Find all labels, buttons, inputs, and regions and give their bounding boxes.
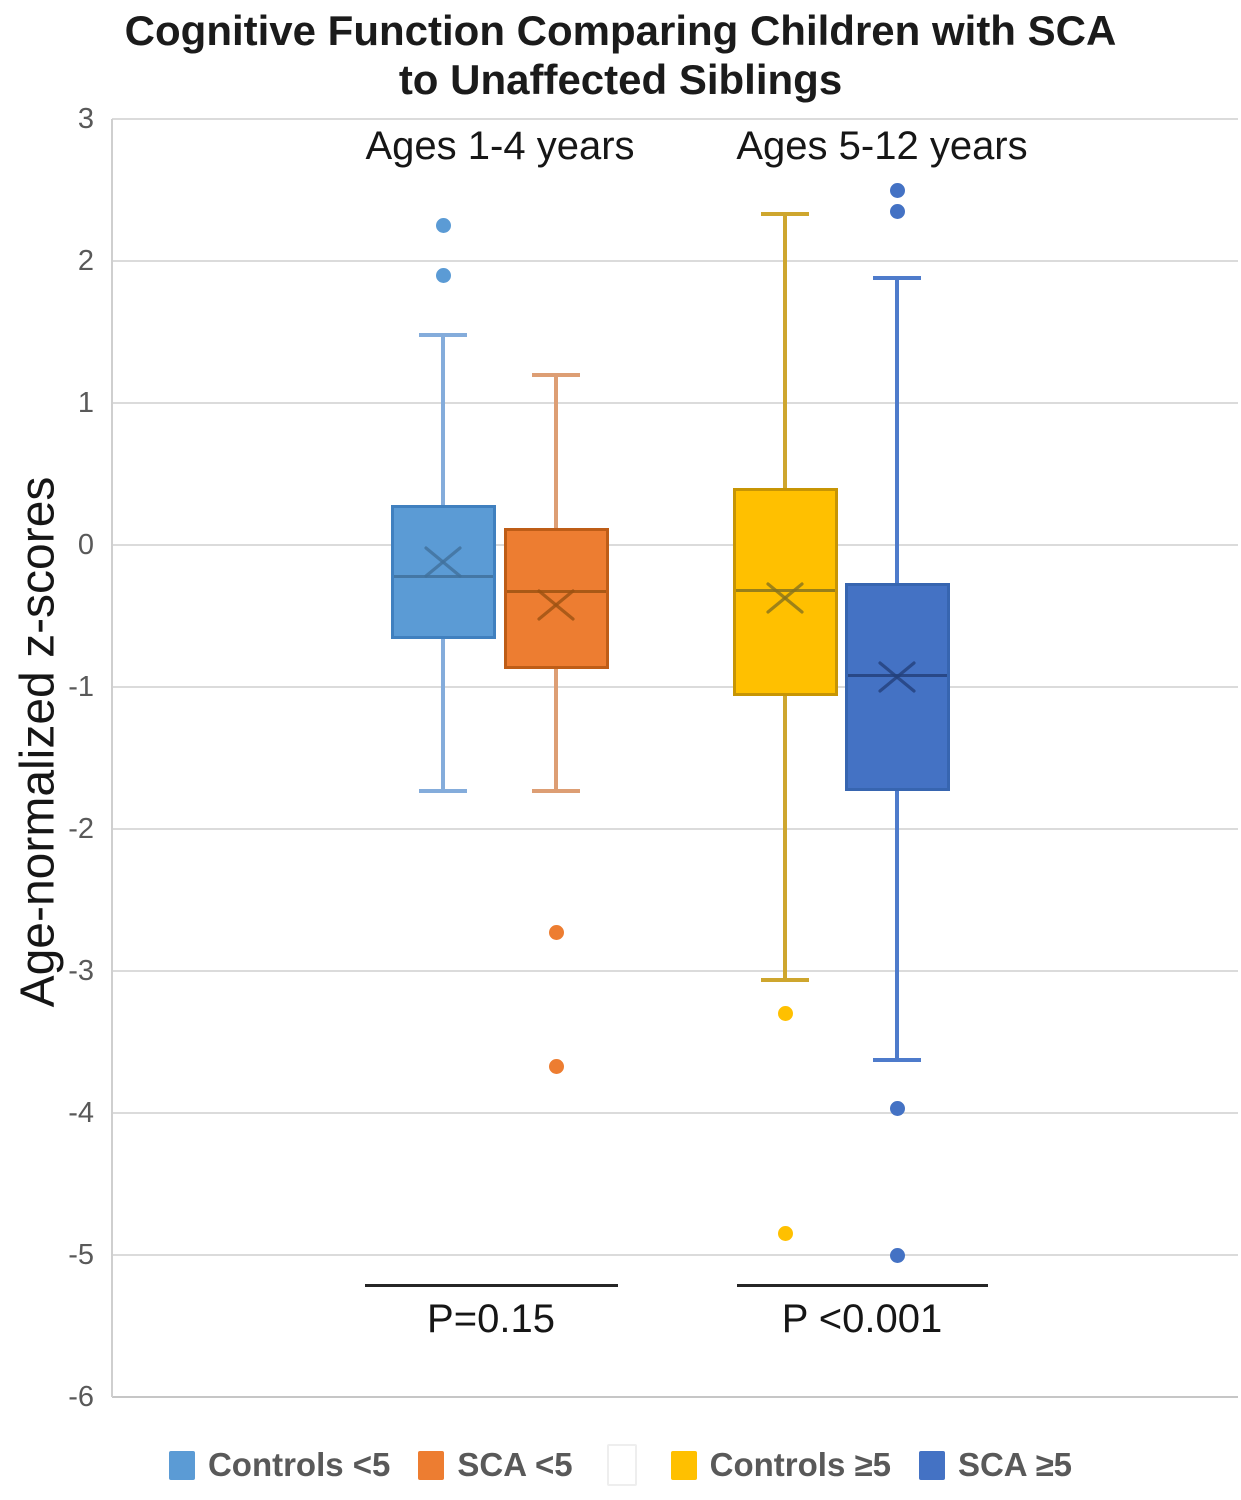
gridline — [112, 686, 1238, 688]
legend-separator — [606, 1444, 637, 1486]
median-line — [506, 590, 606, 594]
gridline — [112, 118, 1238, 120]
legend-swatch-controls-lt5-icon — [168, 1450, 195, 1480]
outlier-dot — [435, 267, 451, 283]
whisker-line — [554, 374, 558, 528]
pvalue-bracket-group2 — [737, 1284, 988, 1287]
legend-item-controls-lt5: Controls <5 — [168, 1446, 391, 1484]
whisker-line — [783, 214, 787, 489]
legend-swatch-sca-lt5-icon — [418, 1450, 445, 1480]
legend-label-sca-lt5: SCA <5 — [457, 1446, 573, 1483]
y-tick-label: -6 — [68, 1381, 94, 1413]
y-tick-label: -1 — [68, 671, 94, 703]
group-label-ages-1-4: Ages 1-4 years — [365, 124, 635, 168]
legend-swatch-controls-ge5-icon — [670, 1450, 697, 1480]
box — [390, 505, 496, 639]
y-tick-label: 1 — [77, 387, 94, 419]
gridline — [112, 828, 1238, 830]
whisker-line — [895, 278, 899, 584]
outlier-dot — [889, 203, 905, 219]
y-axis-line — [111, 119, 113, 1397]
box — [844, 583, 950, 791]
gridline — [112, 1254, 1238, 1256]
y-tick-label: 2 — [77, 245, 94, 277]
mean-marker — [762, 580, 808, 616]
whisker-cap — [419, 788, 467, 793]
legend-swatch-sca-ge5-icon — [918, 1450, 945, 1480]
whisker-cap — [419, 332, 467, 337]
gridline — [112, 544, 1238, 546]
whisker-cap — [873, 1058, 921, 1063]
y-tick-label: -2 — [68, 813, 94, 845]
outlier-dot — [777, 1006, 793, 1022]
legend-label-controls-ge5: Controls ≥5 — [709, 1446, 891, 1483]
pvalue-text-group1: P=0.15 — [427, 1297, 555, 1341]
gridline — [112, 970, 1238, 972]
chart-title-line2: to Unaffected Siblings — [398, 56, 843, 103]
whisker-cap — [532, 372, 580, 377]
legend-label-controls-lt5: Controls <5 — [207, 1446, 391, 1483]
legend-label-sca-ge5: SCA ≥5 — [957, 1446, 1073, 1483]
legend-item-sca-lt5: SCA <5 — [418, 1446, 573, 1484]
y-tick-label: -3 — [68, 955, 94, 987]
gridline — [112, 1112, 1238, 1114]
mean-marker — [420, 544, 466, 580]
outlier-dot — [889, 182, 905, 198]
whisker-cap — [761, 212, 809, 217]
y-tick-label: -5 — [68, 1239, 94, 1271]
whisker-line — [441, 334, 445, 506]
gridline — [112, 260, 1238, 262]
whisker-cap — [761, 977, 809, 982]
outlier-dot — [889, 1247, 905, 1263]
mean-marker — [874, 659, 920, 695]
gridline — [112, 402, 1238, 404]
outlier-dot — [889, 1101, 905, 1117]
median-line — [393, 574, 493, 578]
mean-marker — [533, 587, 579, 623]
outlier-dot — [435, 218, 451, 233]
y-tick-label: 0 — [77, 529, 94, 561]
group-label-ages-5-12: Ages 5-12 years — [736, 124, 1028, 168]
outlier-dot — [777, 1226, 793, 1242]
legend-item-controls-ge5: Controls ≥5 — [670, 1446, 891, 1484]
median-line — [735, 588, 835, 592]
outlier-dot — [548, 925, 564, 941]
whisker-cap — [873, 276, 921, 281]
whisker-line — [441, 638, 445, 791]
legend-item-sca-ge5: SCA ≥5 — [918, 1446, 1073, 1484]
outlier-dot — [548, 1058, 564, 1074]
pvalue-text-group2: P <0.001 — [781, 1297, 943, 1341]
pvalue-bracket-group1 — [365, 1284, 618, 1287]
y-tick-label: 3 — [77, 103, 94, 135]
whisker-line — [554, 668, 558, 791]
gridline — [112, 1396, 1238, 1398]
chart-title-line1: Cognitive Function Comparing Children wi… — [124, 7, 1117, 54]
whisker-line — [783, 695, 787, 980]
legend: Controls <5 SCA <5 Controls ≥5 SCA ≥5 — [0, 1444, 1241, 1486]
chart-title: Cognitive Function Comparing Children wi… — [0, 6, 1241, 104]
whisker-line — [895, 790, 899, 1061]
y-tick-label: -4 — [68, 1097, 94, 1129]
whisker-cap — [532, 788, 580, 793]
box — [503, 527, 609, 669]
